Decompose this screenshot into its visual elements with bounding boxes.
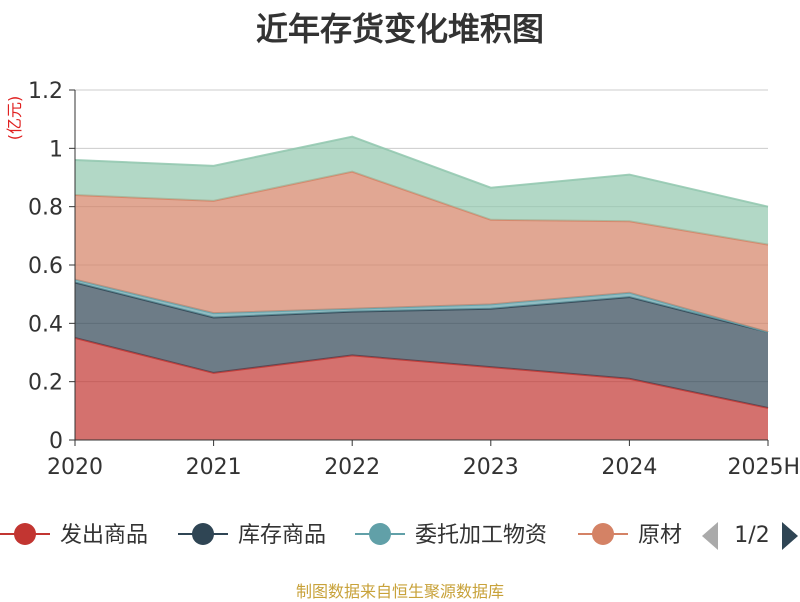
legend-item[interactable]: 发出商品 bbox=[0, 523, 148, 548]
y-tick-label: 0.8 bbox=[28, 196, 63, 221]
x-tick-label: 2021 bbox=[186, 455, 242, 480]
legend-layer: 发出商品 库存商品 委托加工物资 原材 1/2 bbox=[0, 522, 798, 550]
legend-marker bbox=[592, 523, 614, 545]
legend-label: 发出商品 bbox=[60, 523, 148, 548]
y-tick-label: 1 bbox=[49, 137, 63, 162]
x-tick-label: 2022 bbox=[324, 455, 380, 480]
area-series-line-4 bbox=[74, 135, 769, 208]
legend-marker bbox=[192, 523, 214, 545]
y-tick-label: 0 bbox=[49, 429, 63, 454]
chart-title: 近年存货变化堆积图 bbox=[255, 10, 544, 48]
legend-item[interactable]: 委托加工物资 bbox=[355, 523, 547, 548]
area-series-4 bbox=[75, 136, 768, 245]
x-tick-label: 2023 bbox=[463, 455, 519, 480]
legend-page-indicator: 1/2 bbox=[734, 523, 769, 548]
legend-label: 库存商品 bbox=[238, 523, 326, 548]
x-tick-label: 2025H bbox=[727, 455, 800, 480]
y-tick-label: 1.2 bbox=[28, 79, 63, 104]
arrow-right-icon[interactable] bbox=[782, 522, 798, 550]
legend-marker bbox=[14, 523, 36, 545]
legend-marker bbox=[369, 523, 391, 545]
source-note: 制图数据来自恒生聚源数据库 bbox=[295, 582, 504, 601]
legend-item[interactable]: 原材 bbox=[578, 523, 682, 548]
area-series-0 bbox=[75, 337, 768, 440]
area-series-3 bbox=[75, 171, 768, 333]
y-tick-label: 0.2 bbox=[28, 371, 63, 396]
area-layer bbox=[74, 135, 769, 440]
legend-item[interactable]: 库存商品 bbox=[178, 523, 326, 548]
x-tick-label: 2020 bbox=[47, 455, 103, 480]
axis-layer: 0 0.2 0.4 0.6 0.8 1 1.2 2020 2021 2022 2023 2024 202… bbox=[28, 79, 800, 480]
y-axis-unit-label: (亿元) bbox=[5, 96, 24, 141]
legend-label: 原材 bbox=[638, 523, 682, 548]
area-series-1 bbox=[75, 282, 768, 408]
y-tick-label: 0.4 bbox=[28, 312, 63, 337]
y-tick-label: 0.6 bbox=[28, 254, 63, 279]
x-tick-label: 2024 bbox=[601, 455, 657, 480]
arrow-left-icon[interactable] bbox=[702, 522, 718, 550]
legend-items: 发出商品 库存商品 委托加工物资 原材 bbox=[0, 523, 682, 548]
legend-label: 委托加工物资 bbox=[415, 523, 547, 548]
